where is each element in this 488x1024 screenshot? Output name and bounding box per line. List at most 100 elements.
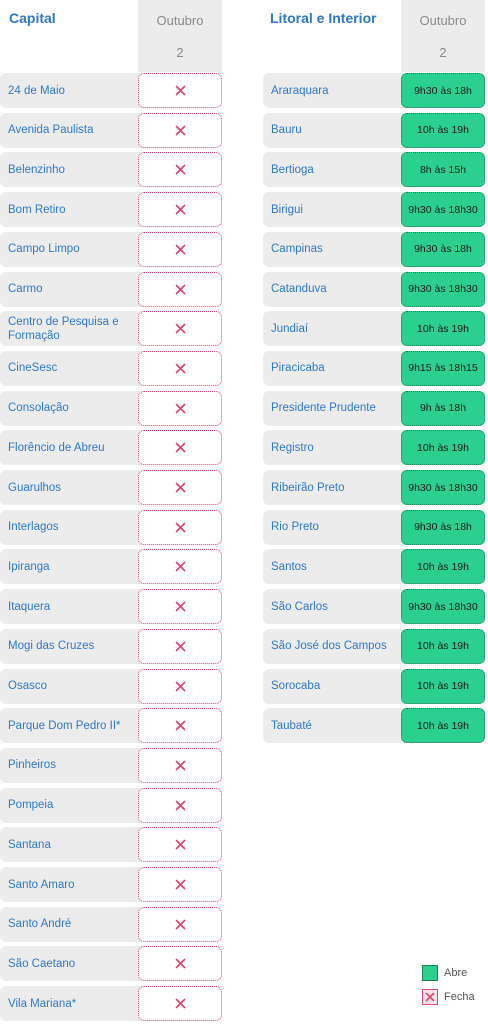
- unit-name[interactable]: São Caetano: [8, 957, 76, 970]
- hours-cell: 10h às 19h: [401, 708, 485, 744]
- unit-name[interactable]: Vila Mariana*: [8, 997, 77, 1010]
- hours-cell: 10h às 19h: [401, 668, 485, 704]
- unit-name[interactable]: Itaquera: [8, 600, 51, 613]
- closed-cell: [138, 430, 222, 466]
- close-icon: [175, 442, 185, 453]
- unit-name[interactable]: 24 de Maio: [8, 84, 65, 97]
- close-icon: [175, 641, 185, 652]
- list-item: Sorocaba 10h às 19h: [263, 668, 485, 704]
- list-item: Carmo: [0, 271, 222, 307]
- unit-name[interactable]: Centro de Pesquisa e Formação: [8, 315, 119, 342]
- list-item: Registro 10h às 19h: [263, 430, 485, 466]
- list-item: Avenida Paulista: [0, 112, 222, 148]
- unit-name[interactable]: Birigui: [271, 203, 303, 216]
- unit-name[interactable]: Pinheiros: [8, 759, 56, 772]
- unit-name[interactable]: São Carlos: [271, 600, 328, 613]
- hours-cell: 9h30 às 18h: [401, 73, 485, 108]
- unit-name[interactable]: Bauru: [271, 124, 302, 137]
- closed-cell: [138, 311, 222, 347]
- unit-name[interactable]: Ribeirão Preto: [271, 481, 345, 494]
- closed-cell: [138, 747, 222, 783]
- legend-open: Abre: [422, 965, 467, 981]
- open-swatch-icon: [422, 965, 438, 981]
- closed-cell: [138, 827, 222, 863]
- close-icon: [175, 482, 185, 493]
- close-icon: [175, 363, 185, 374]
- unit-name[interactable]: Pompeia: [8, 799, 54, 812]
- close-icon: [175, 720, 185, 731]
- close-icon: [175, 959, 185, 969]
- hours-cell: 9h30 às 18h: [401, 509, 485, 545]
- hours-cell: 9h30 às 18h30: [401, 271, 485, 307]
- close-icon: [175, 601, 185, 612]
- list-item: Bom Retiro: [0, 192, 222, 228]
- list-item: Jundiaí 10h às 19h: [263, 311, 485, 347]
- unit-name[interactable]: Avenida Paulista: [8, 124, 94, 137]
- unit-name[interactable]: Interlagos: [8, 521, 59, 534]
- close-icon: [175, 125, 185, 136]
- closed-cell: [138, 509, 222, 545]
- unit-name[interactable]: Guarulhos: [8, 481, 62, 494]
- close-icon: [175, 919, 185, 930]
- unit-name[interactable]: Bertioga: [271, 163, 314, 176]
- unit-name[interactable]: Santo Amaro: [8, 878, 75, 891]
- hours-cell: 9h às 18h: [401, 390, 485, 426]
- hours-cell: 10h às 19h: [401, 112, 485, 148]
- list-item: Vila Mariana*: [0, 986, 222, 1022]
- closed-cell: [138, 986, 222, 1022]
- unit-name[interactable]: Campinas: [271, 243, 323, 256]
- unit-name[interactable]: Catanduva: [271, 283, 327, 295]
- unit-name[interactable]: Campo Limpo: [8, 243, 80, 256]
- list-item: Birigui 9h30 às 18h30: [263, 192, 485, 228]
- unit-name[interactable]: Carmo: [8, 283, 43, 295]
- list-item: Santo André: [0, 906, 222, 942]
- closed-cell: [138, 906, 222, 942]
- closed-cell: [138, 271, 222, 307]
- unit-name[interactable]: Rio Preto: [271, 521, 319, 534]
- hours-cell: 10h às 19h: [401, 311, 485, 347]
- capital-title: Capital: [9, 10, 56, 26]
- unit-name[interactable]: Taubaté: [271, 719, 312, 732]
- unit-name[interactable]: Florêncio de Abreu: [8, 441, 105, 454]
- list-item: Florêncio de Abreu: [0, 430, 222, 466]
- close-icon: [175, 403, 185, 413]
- closed-cell: [138, 390, 222, 426]
- closed-x-icon: [422, 989, 438, 1005]
- list-item: Campinas 9h30 às 18h: [263, 231, 485, 267]
- unit-name[interactable]: São José dos Campos: [271, 640, 387, 653]
- unit-name[interactable]: Registro: [271, 441, 314, 454]
- unit-name[interactable]: Santo André: [8, 918, 72, 931]
- list-item: Parque Dom Pedro II*: [0, 708, 222, 744]
- unit-name[interactable]: Araraquara: [271, 84, 329, 97]
- unit-name[interactable]: CineSesc: [8, 362, 58, 375]
- unit-name[interactable]: Ipiranga: [8, 560, 50, 573]
- list-item: Consolação: [0, 390, 222, 426]
- list-item: Ipiranga: [0, 549, 222, 585]
- unit-name[interactable]: Santos: [271, 560, 307, 573]
- unit-name[interactable]: Piracicaba: [271, 362, 325, 375]
- unit-name[interactable]: Santana: [8, 838, 51, 851]
- unit-name[interactable]: Osasco: [8, 680, 47, 692]
- unit-name[interactable]: Bom Retiro: [8, 203, 66, 216]
- unit-name[interactable]: Parque Dom Pedro II*: [8, 719, 121, 732]
- close-icon: [175, 879, 185, 890]
- closed-cell: [138, 787, 222, 823]
- unit-name[interactable]: Jundiaí: [271, 322, 309, 335]
- unit-name[interactable]: Mogi das Cruzes: [8, 640, 95, 653]
- closed-cell: [138, 946, 222, 982]
- unit-name[interactable]: Belenzinho: [8, 163, 65, 176]
- list-item: Presidente Prudente 9h às 18h: [263, 390, 485, 426]
- list-item: Centro de Pesquisa e Formação: [0, 311, 222, 347]
- list-item: Bauru 10h às 19h: [263, 112, 485, 148]
- unit-name[interactable]: Consolação: [8, 402, 69, 415]
- closed-cell: [138, 589, 222, 625]
- close-icon: [175, 839, 185, 850]
- hours-cell: 9h30 às 18h: [401, 231, 485, 267]
- unit-name[interactable]: Sorocaba: [271, 680, 321, 692]
- list-item: Campo Limpo: [0, 231, 222, 267]
- close-icon: [175, 681, 185, 691]
- hours-cell: 9h30 às 18h30: [401, 470, 485, 505]
- closed-cell: [138, 708, 222, 744]
- close-icon: [175, 800, 185, 810]
- unit-name[interactable]: Presidente Prudente: [271, 402, 376, 415]
